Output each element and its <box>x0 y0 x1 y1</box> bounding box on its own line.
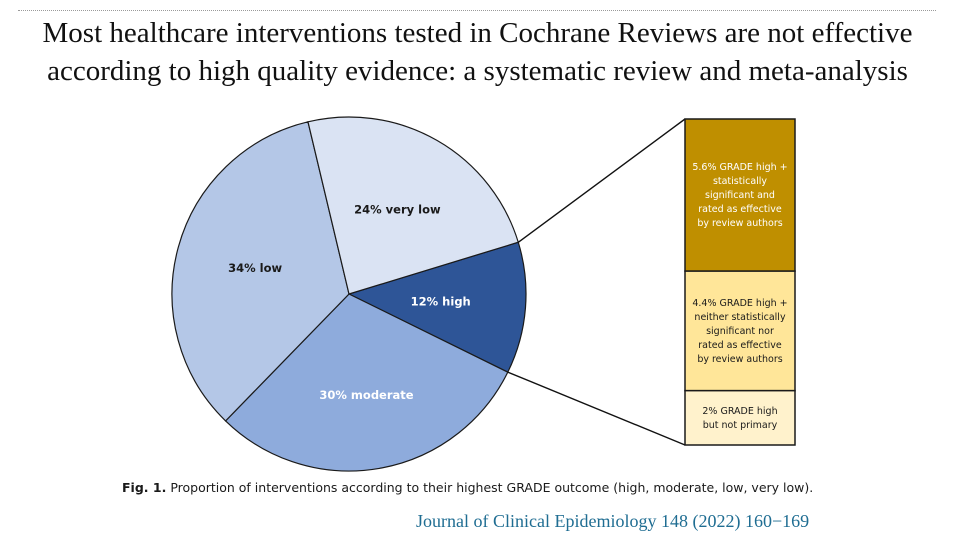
breakdown-segment-2-text-line: rated as effective <box>698 340 782 351</box>
breakdown-segment-2-text-line: by review authors <box>697 354 782 365</box>
breakdown-segment-1-text-line: rated as effective <box>698 204 782 215</box>
figure-caption: Fig. 1. Proportion of interventions acco… <box>122 480 922 495</box>
breakdown-segment-1-text-line: statistically <box>713 176 767 187</box>
breakdown-segment-1-text-line: significant and <box>705 190 775 201</box>
pie-slice-very-low-label: 24% very low <box>354 203 441 217</box>
connector-line-bottom <box>507 371 686 446</box>
connector-lines <box>507 118 686 446</box>
pie-slice-high <box>347 241 527 373</box>
title-line-2: according to high quality evidence: a sy… <box>47 55 908 87</box>
breakdown-segment-2-text-line: significant nor <box>706 326 774 337</box>
title-line-1: Most healthcare interventions tested in … <box>42 17 913 49</box>
pie-slice-low <box>171 121 350 422</box>
pie-slice-moderate <box>224 293 509 472</box>
breakdown-segment-3-text-line: but not primary <box>703 420 778 431</box>
pie-slice-very-low <box>307 116 520 295</box>
breakdown-segment-3-text-line: 2% GRADE high <box>702 406 777 417</box>
connector-line-top <box>517 118 686 243</box>
breakdown-segment-1-text-line: 5.6% GRADE high + <box>692 162 787 173</box>
pie: 12% high 30% moderate 34% low 24% very low <box>171 116 527 472</box>
caption-label: Fig. 1. <box>122 480 167 495</box>
pie-slice-low-label: 34% low <box>228 261 282 275</box>
pie-slice-moderate-label: 30% moderate <box>319 388 413 402</box>
journal-citation: Journal of Clinical Epidemiology 148 (20… <box>416 511 810 531</box>
caption-text: Proportion of interventions according to… <box>170 480 814 495</box>
breakdown-segment-2 <box>684 270 796 392</box>
breakdown-segment-1-text-line: by review authors <box>697 218 782 229</box>
breakdown-segment-1 <box>684 118 796 272</box>
breakdown-segment-2-text-line: 4.4% GRADE high + <box>692 298 787 309</box>
page-title: Most healthcare interventions tested in … <box>0 14 955 90</box>
breakdown-segment-2-text-line: neither statistically <box>694 312 786 323</box>
pie-slice-high-label: 12% high <box>411 294 471 308</box>
breakdown-segment-3 <box>684 389 796 446</box>
breakdown-bar: 5.6% GRADE high + statistically significan… <box>684 118 796 446</box>
top-divider <box>18 10 936 11</box>
